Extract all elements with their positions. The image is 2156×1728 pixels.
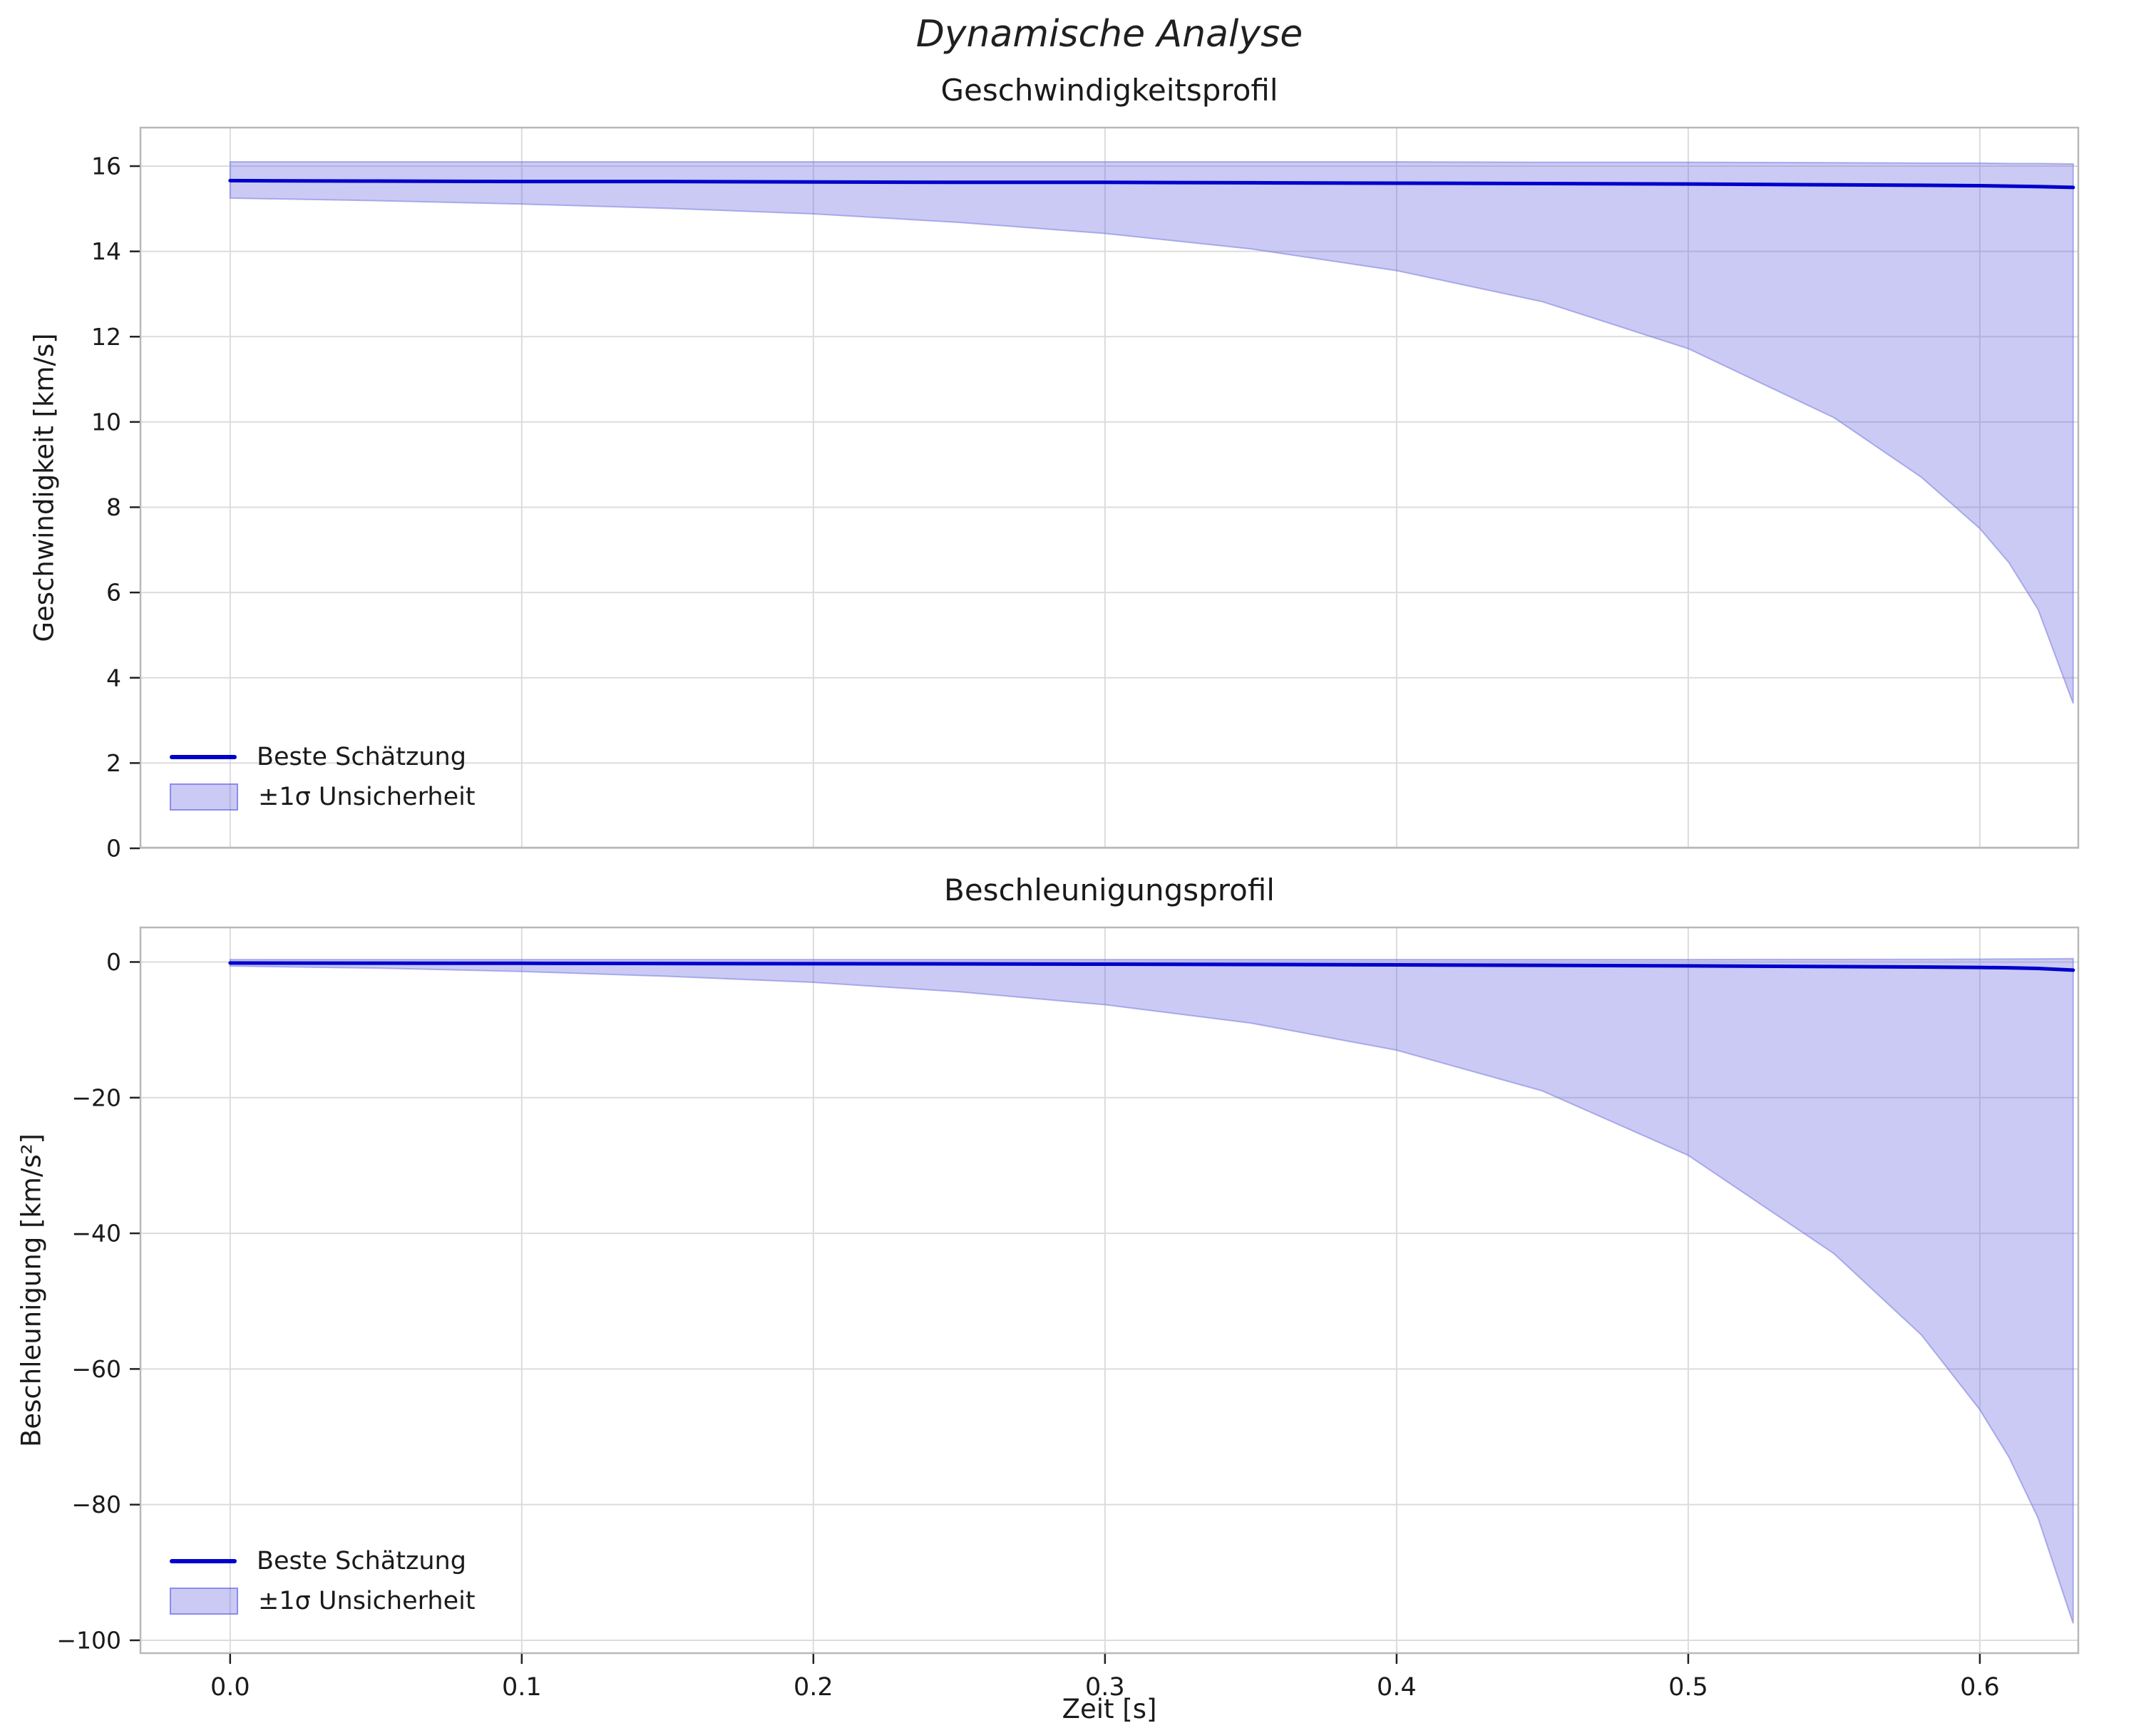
svg-text:14: 14 <box>91 237 121 265</box>
svg-text:−60: −60 <box>71 1355 121 1383</box>
velocity-y-axis-label: Geschwindigkeit [km/s] <box>29 333 60 642</box>
legend-band-sample <box>170 783 238 811</box>
acceleration-y-axis-label: Beschleunigung [km/s²] <box>16 1133 47 1447</box>
legend-band-sample <box>170 1588 238 1615</box>
legend-best-label: Beste Schätzung <box>257 1547 466 1575</box>
svg-text:0: 0 <box>106 835 121 863</box>
svg-text:−80: −80 <box>71 1491 121 1518</box>
x-axis-label: Zeit [s] <box>1062 1694 1157 1724</box>
legend-item-best-estimate: Beste Schätzung <box>170 1547 476 1575</box>
svg-text:−100: −100 <box>56 1627 121 1655</box>
legend-line-sample <box>170 755 237 759</box>
svg-text:0.4: 0.4 <box>1377 1673 1417 1702</box>
acceleration-chart-canvas: 0 −20 −40 −60 −80 −100 0.0 0.1 0.2 0.3 0.4 0.5 0.6 <box>56 926 2080 1702</box>
legend-best-label: Beste Schätzung <box>257 743 466 771</box>
svg-text:12: 12 <box>91 323 121 351</box>
velocity-chart-canvas: 0 2 4 6 8 10 12 14 16 <box>91 126 2080 863</box>
velocity-subplot-title: Geschwindigkeitsprofil <box>940 73 1278 108</box>
legend-item-best-estimate: Beste Schätzung <box>170 743 476 771</box>
figure-title: Dynamische Analyse <box>915 13 1303 56</box>
svg-text:0.5: 0.5 <box>1668 1673 1708 1702</box>
svg-text:0: 0 <box>106 948 121 976</box>
svg-text:0.1: 0.1 <box>502 1673 542 1702</box>
svg-text:−20: −20 <box>71 1084 121 1111</box>
svg-text:4: 4 <box>106 664 121 691</box>
svg-text:6: 6 <box>106 579 121 607</box>
svg-text:16: 16 <box>91 153 121 180</box>
svg-text:10: 10 <box>91 408 121 436</box>
legend-band-label: ±1σ Unsicherheit <box>258 1587 476 1615</box>
velocity-legend: Beste Schätzung ±1σ Unsicherheit <box>170 743 476 811</box>
legend-line-sample <box>170 1559 237 1563</box>
svg-text:0.2: 0.2 <box>794 1673 833 1702</box>
svg-text:0.3: 0.3 <box>1085 1673 1125 1702</box>
svg-text:0.6: 0.6 <box>1960 1673 2000 1702</box>
svg-text:0.0: 0.0 <box>210 1673 250 1702</box>
legend-item-uncertainty: ±1σ Unsicherheit <box>170 1587 476 1615</box>
svg-text:8: 8 <box>106 493 121 521</box>
legend-band-label: ±1σ Unsicherheit <box>258 783 476 811</box>
svg-text:−40: −40 <box>71 1220 121 1248</box>
svg-text:2: 2 <box>106 749 121 777</box>
legend-item-uncertainty: ±1σ Unsicherheit <box>170 783 476 811</box>
acceleration-legend: Beste Schätzung ±1σ Unsicherheit <box>170 1547 476 1615</box>
acceleration-subplot-title: Beschleunigungsprofil <box>944 873 1275 907</box>
